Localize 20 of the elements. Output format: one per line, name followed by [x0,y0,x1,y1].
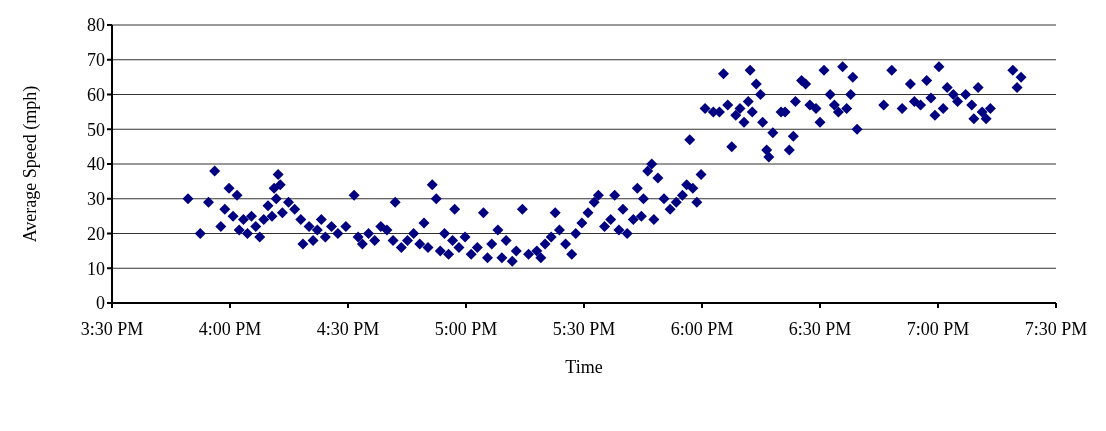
x-tick-label: 7:00 PM [906,318,970,339]
y-axis-title: Average Speed (mph) [20,85,42,243]
x-tick-label: 5:30 PM [552,318,616,339]
y-tick-label: 30 [87,189,105,210]
x-tick-label: 6:30 PM [788,318,852,339]
x-tick-label: 7:30 PM [1024,318,1088,339]
y-tick-label: 70 [87,50,105,71]
y-tick-label: 20 [87,223,105,244]
y-tick-label: 50 [87,119,105,140]
y-tick-label: 10 [87,258,105,279]
x-tick-label: 5:00 PM [434,318,498,339]
y-tick-label: 40 [87,154,105,175]
y-tick-label: 60 [87,84,105,105]
x-tick-label: 4:30 PM [316,318,380,339]
y-tick-label: 0 [96,293,105,314]
x-tick-label: 4:00 PM [198,318,262,339]
x-tick-label: 3:30 PM [80,318,144,339]
y-tick-label: 80 [87,15,105,36]
x-axis-title: Time [565,357,603,377]
x-tick-label: 6:00 PM [670,318,734,339]
